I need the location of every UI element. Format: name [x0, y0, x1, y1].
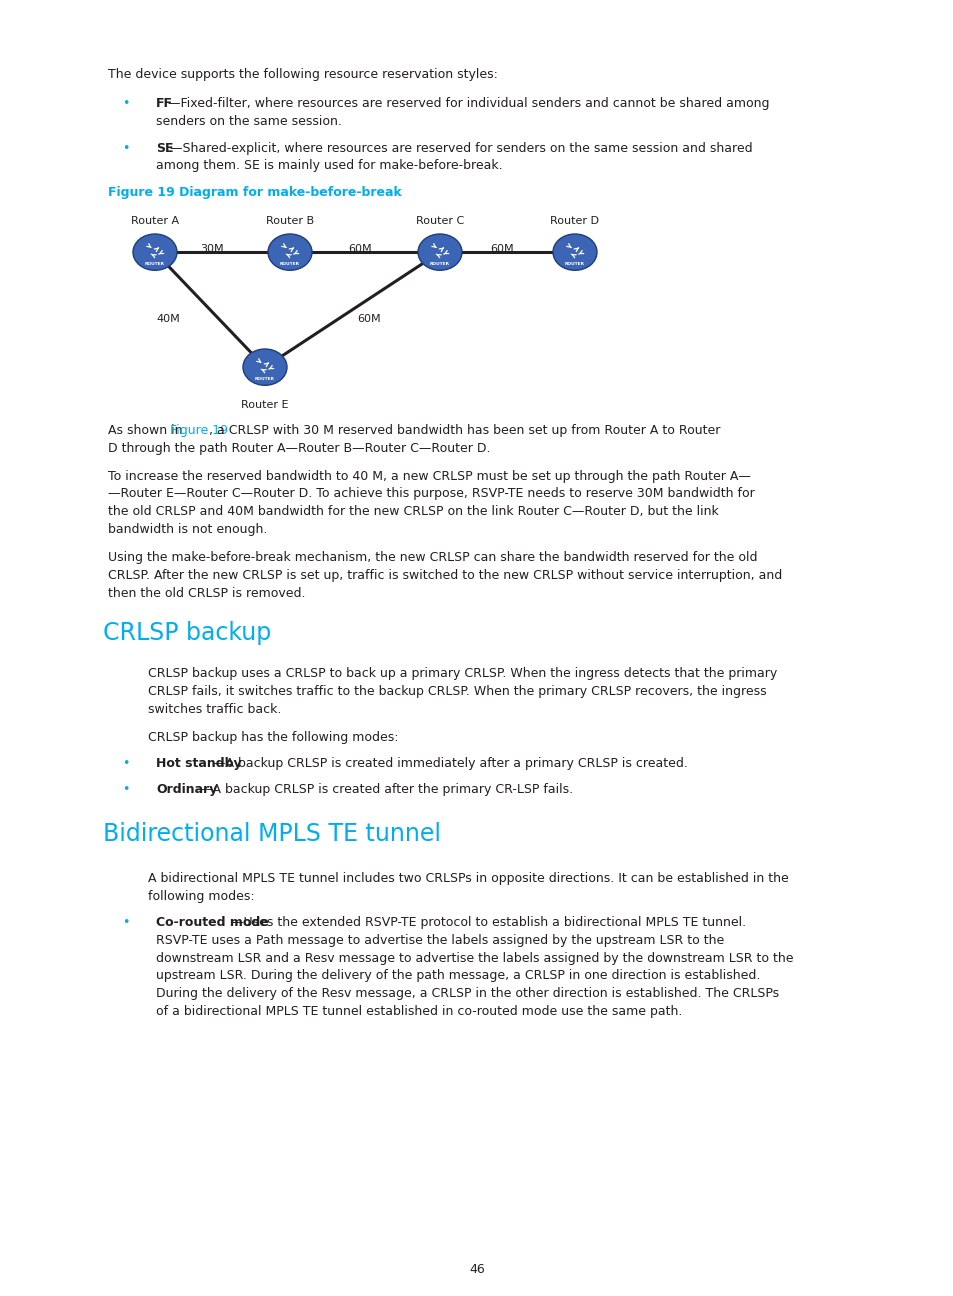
Ellipse shape [132, 235, 177, 271]
Text: —Fixed-filter, where resources are reserved for individual senders and cannot be: —Fixed-filter, where resources are reser… [168, 97, 769, 110]
Text: switches traffic back.: switches traffic back. [148, 702, 281, 715]
Text: The device supports the following resource reservation styles:: The device supports the following resour… [108, 67, 497, 80]
Text: CRLSP fails, it switches traffic to the backup CRLSP. When the primary CRLSP rec: CRLSP fails, it switches traffic to the … [148, 686, 766, 699]
Text: Figure 19 Diagram for make-before-break: Figure 19 Diagram for make-before-break [108, 185, 401, 198]
Text: D through the path Router A—Router B—Router C—Router D.: D through the path Router A—Router B—Rou… [108, 442, 490, 455]
Text: Router A: Router A [131, 216, 179, 226]
Text: A bidirectional MPLS TE tunnel includes two CRLSPs in opposite directions. It ca: A bidirectional MPLS TE tunnel includes … [148, 872, 788, 885]
Text: —A backup CRLSP is created after the primary CR-LSP fails.: —A backup CRLSP is created after the pri… [200, 783, 573, 797]
Text: following modes:: following modes: [148, 889, 254, 902]
Text: Using the make-before-break mechanism, the new CRLSP can share the bandwidth res: Using the make-before-break mechanism, t… [108, 551, 757, 564]
Text: upstream LSR. During the delivery of the path message, a CRLSP in one direction : upstream LSR. During the delivery of the… [156, 969, 760, 982]
Text: As shown in: As shown in [108, 424, 186, 437]
Text: SE: SE [156, 141, 173, 154]
Text: ROUTER: ROUTER [430, 262, 450, 266]
Text: Figure 19: Figure 19 [170, 424, 228, 437]
Text: senders on the same session.: senders on the same session. [156, 115, 341, 128]
Text: FF: FF [156, 97, 172, 110]
Text: CRLSP backup: CRLSP backup [103, 621, 271, 644]
Ellipse shape [268, 235, 312, 271]
Text: •: • [122, 916, 130, 929]
Text: ROUTER: ROUTER [254, 377, 274, 381]
Text: 60M: 60M [348, 244, 372, 254]
Text: —Router E—Router C—Router D. To achieve this purpose, RSVP-TE needs to reserve 3: —Router E—Router C—Router D. To achieve … [108, 487, 754, 500]
Text: •: • [122, 783, 130, 797]
Text: •: • [122, 97, 130, 110]
Text: Router C: Router C [416, 216, 464, 226]
Text: ROUTER: ROUTER [145, 262, 165, 266]
Text: Hot standby: Hot standby [156, 757, 241, 770]
Text: To increase the reserved bandwidth to 40 M, a new CRLSP must be set up through t: To increase the reserved bandwidth to 40… [108, 469, 750, 482]
Text: Router E: Router E [241, 400, 289, 410]
Text: ROUTER: ROUTER [280, 262, 299, 266]
Text: ROUTER: ROUTER [564, 262, 584, 266]
Text: downstream LSR and a Resv message to advertise the labels assigned by the downst: downstream LSR and a Resv message to adv… [156, 951, 793, 964]
Text: 60M: 60M [490, 244, 514, 254]
Text: Router D: Router D [550, 216, 598, 226]
Ellipse shape [243, 349, 287, 385]
Text: bandwidth is not enough.: bandwidth is not enough. [108, 524, 267, 537]
Text: , a CRLSP with 30 M reserved bandwidth has been set up from Router A to Router: , a CRLSP with 30 M reserved bandwidth h… [209, 424, 720, 437]
Text: CRLSP. After the new CRLSP is set up, traffic is switched to the new CRLSP witho: CRLSP. After the new CRLSP is set up, tr… [108, 569, 781, 582]
Text: RSVP-TE uses a Path message to advertise the labels assigned by the upstream LSR: RSVP-TE uses a Path message to advertise… [156, 933, 723, 947]
Text: then the old CRLSP is removed.: then the old CRLSP is removed. [108, 587, 305, 600]
Text: —Shared-explicit, where resources are reserved for senders on the same session a: —Shared-explicit, where resources are re… [170, 141, 752, 154]
Text: among them. SE is mainly used for make-before-break.: among them. SE is mainly used for make-b… [156, 159, 502, 172]
Text: CRLSP backup has the following modes:: CRLSP backup has the following modes: [148, 731, 398, 744]
Ellipse shape [417, 235, 461, 271]
Text: 30M: 30M [200, 244, 224, 254]
Text: Router B: Router B [266, 216, 314, 226]
Text: of a bidirectional MPLS TE tunnel established in co-routed mode use the same pat: of a bidirectional MPLS TE tunnel establ… [156, 1006, 681, 1019]
Text: •: • [122, 757, 130, 770]
Text: the old CRLSP and 40M bandwidth for the new CRLSP on the link Router C—Router D,: the old CRLSP and 40M bandwidth for the … [108, 505, 718, 518]
Text: Co-routed mode: Co-routed mode [156, 916, 269, 929]
Text: —Uses the extended RSVP-TE protocol to establish a bidirectional MPLS TE tunnel.: —Uses the extended RSVP-TE protocol to e… [231, 916, 745, 929]
Ellipse shape [553, 235, 597, 271]
Text: —A backup CRLSP is created immediately after a primary CRLSP is created.: —A backup CRLSP is created immediately a… [213, 757, 687, 770]
Text: Ordinary: Ordinary [156, 783, 217, 797]
Text: CRLSP backup uses a CRLSP to back up a primary CRLSP. When the ingress detects t: CRLSP backup uses a CRLSP to back up a p… [148, 667, 777, 680]
Text: Bidirectional MPLS TE tunnel: Bidirectional MPLS TE tunnel [103, 822, 440, 846]
Text: 40M: 40M [156, 314, 180, 324]
Text: 46: 46 [469, 1264, 484, 1277]
Text: •: • [122, 141, 130, 154]
Text: During the delivery of the Resv message, a CRLSP in the other direction is estab: During the delivery of the Resv message,… [156, 988, 779, 1001]
Text: 60M: 60M [356, 314, 380, 324]
